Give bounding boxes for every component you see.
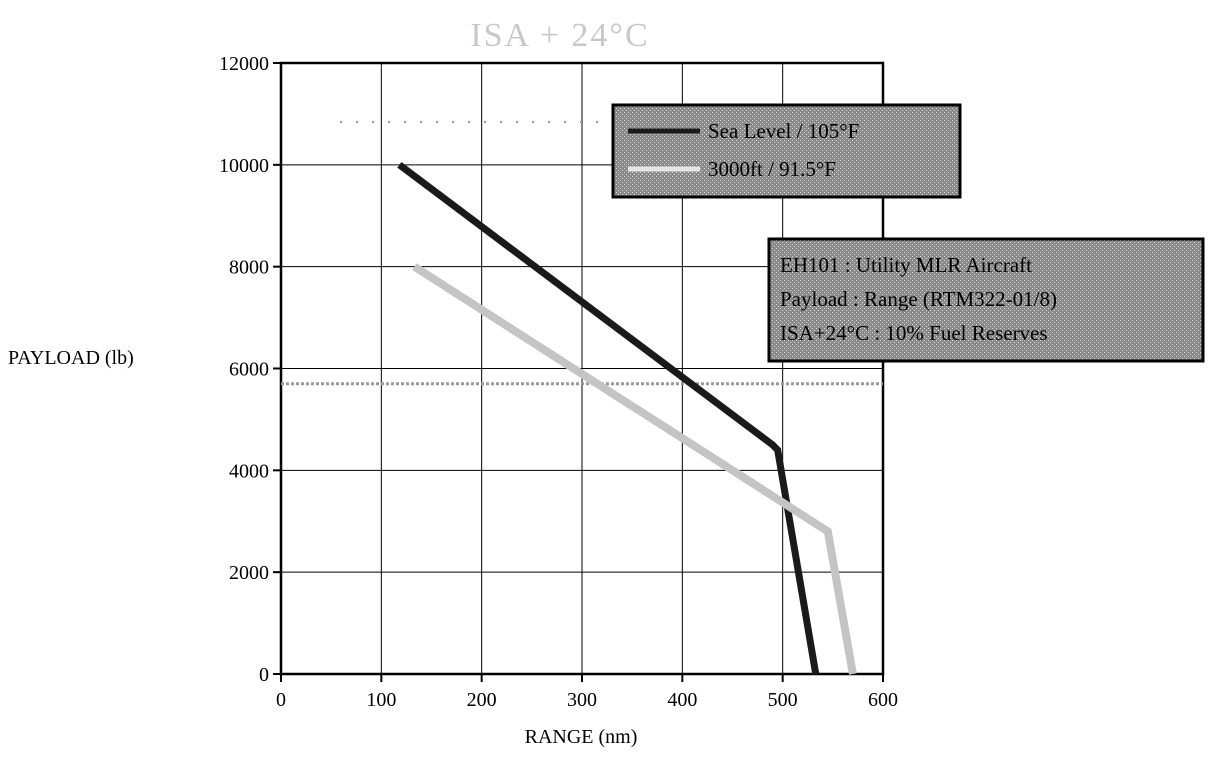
y-tick-label: 4000 — [229, 460, 269, 482]
info-box: EH101 : Utility MLR Aircraft Payload : R… — [767, 237, 1205, 363]
y-tick-label: 2000 — [229, 562, 269, 584]
chart-title: ISA + 24°C — [470, 17, 649, 54]
legend-label-3000ft: 3000ft / 91.5°F — [708, 157, 836, 181]
x-tick-label: 300 — [567, 689, 597, 711]
y-axis-title: PAYLOAD (lb) — [8, 347, 134, 369]
y-tick-label: 0 — [259, 664, 269, 686]
y-tick-label: 12000 — [219, 53, 269, 75]
y-tick-label: 8000 — [229, 257, 269, 279]
x-tick-label: 0 — [276, 689, 286, 711]
info-line-2: Payload : Range (RTM322-01/8) — [780, 287, 1057, 311]
series-3000ft-line — [412, 263, 857, 675]
x-tick-label: 600 — [868, 689, 898, 711]
legend-label-sea-level: Sea Level / 105°F — [708, 119, 859, 143]
y-tick-label: 10000 — [219, 155, 269, 177]
legend: Sea Level / 105°F 3000ft / 91.5°F — [611, 103, 962, 199]
tick-labels: 0 100 200 300 400 500 600020004000600080001000… — [219, 53, 898, 711]
x-tick-label: 500 — [768, 689, 798, 711]
x-tick-label: 200 — [467, 689, 497, 711]
plot-frame — [279, 61, 885, 676]
x-tick-label: 400 — [667, 689, 697, 711]
y-tick-label: 6000 — [229, 359, 269, 381]
x-tick-label: 100 — [366, 689, 396, 711]
info-line-1: EH101 : Utility MLR Aircraft — [780, 253, 1032, 277]
series-sea-level-line — [397, 162, 820, 675]
x-axis-title: RANGE (nm) — [525, 726, 638, 748]
info-line-3: ISA+24°C : 10% Fuel Reserves — [780, 321, 1048, 345]
